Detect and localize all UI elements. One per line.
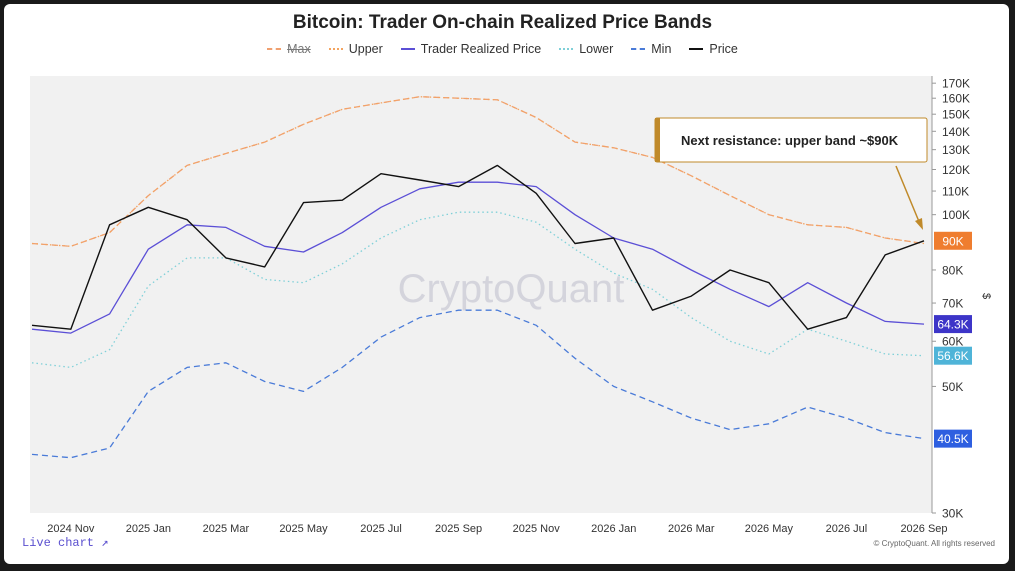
x-tick-label: 2026 Mar bbox=[668, 523, 715, 535]
legend-swatch bbox=[328, 48, 343, 50]
x-tick-label: 2025 Nov bbox=[513, 523, 561, 535]
legend-item[interactable]: Price bbox=[689, 42, 738, 56]
y-tick-label: 100K bbox=[942, 208, 970, 222]
x-tick-label: 2026 Jul bbox=[826, 523, 868, 535]
chart-title: Bitcoin: Trader On-chain Realized Price … bbox=[292, 12, 713, 33]
series-line-min bbox=[31, 309, 925, 459]
annotation-arrowhead bbox=[915, 218, 923, 230]
series-line-trader-realized-price bbox=[31, 181, 925, 334]
chart-legend: Max Upper Trader Realized Price Lower Min Pri… bbox=[0, 42, 1005, 56]
y-tick-label: 60K bbox=[942, 335, 963, 349]
legend-label: Upper bbox=[348, 42, 383, 56]
x-tick-label: 2025 May bbox=[279, 523, 328, 535]
y-tick-label: 80K bbox=[942, 263, 963, 277]
x-tick-label: 2026 Sep bbox=[900, 523, 947, 535]
legend-item[interactable]: Lower bbox=[559, 42, 613, 56]
watermark: CryptoQuant bbox=[398, 267, 625, 311]
annotation-text: Next resistance: upper band ~$90K bbox=[681, 133, 899, 148]
value-badge-label: 56.6K bbox=[937, 349, 968, 363]
y-tick-label: 30K bbox=[942, 507, 963, 521]
legend-item[interactable]: Min bbox=[631, 42, 671, 56]
x-tick-label: 2025 Jan bbox=[126, 523, 171, 535]
legend-label: Min bbox=[651, 42, 672, 56]
value-badge-label: 90K bbox=[942, 234, 963, 248]
legend-swatch bbox=[689, 48, 704, 50]
annotation-accent bbox=[655, 118, 660, 162]
legend-label: Trader Realized Price bbox=[420, 42, 542, 56]
x-tick-label: 2025 Jul bbox=[360, 523, 402, 535]
y-tick-label: 170K bbox=[942, 77, 970, 91]
y-tick-label: 50K bbox=[942, 380, 963, 394]
series-line-lower bbox=[31, 211, 925, 369]
legend-label: Price bbox=[709, 42, 738, 56]
annotation-arrow bbox=[895, 165, 921, 225]
x-tick-label: 2025 Sep bbox=[435, 523, 482, 535]
live-chart-link[interactable]: Live chart ↗ bbox=[22, 536, 109, 550]
series-line-max bbox=[31, 96, 925, 247]
x-tick-label: 2024 Nov bbox=[47, 523, 95, 535]
y-tick-label: 160K bbox=[942, 92, 970, 106]
x-tick-label: 2026 Jan bbox=[591, 523, 636, 535]
value-badge bbox=[934, 429, 972, 448]
value-badge-label: 40.5K bbox=[937, 432, 968, 446]
legend-swatch bbox=[559, 48, 574, 50]
legend-swatch bbox=[267, 48, 282, 50]
y-tick-label: 130K bbox=[942, 143, 970, 157]
series-line-price bbox=[31, 164, 925, 330]
y-tick-label: 150K bbox=[942, 108, 970, 122]
value-badge-label: 64.3K bbox=[937, 318, 968, 332]
value-badge bbox=[934, 315, 972, 334]
legend-swatch bbox=[631, 48, 646, 50]
value-badge bbox=[934, 346, 972, 365]
legend-swatch bbox=[400, 48, 415, 50]
y-tick-label: 120K bbox=[942, 163, 970, 177]
y-tick-label: 70K bbox=[942, 297, 963, 311]
copyright-text: © CryptoQuant. All rights reserved bbox=[873, 539, 996, 548]
y-tick-label: 140K bbox=[942, 125, 970, 139]
legend-item[interactable]: Max bbox=[267, 42, 311, 56]
x-tick-label: 2026 May bbox=[745, 523, 794, 535]
y-axis-label: $ bbox=[980, 293, 992, 299]
legend-label: Max bbox=[287, 42, 311, 56]
legend-item[interactable]: Upper bbox=[328, 42, 383, 56]
legend-label: Lower bbox=[579, 42, 614, 56]
value-badge bbox=[934, 231, 972, 250]
y-tick-label: 110K bbox=[942, 185, 969, 199]
legend-item[interactable]: Trader Realized Price bbox=[400, 42, 542, 56]
x-tick-label: 2025 Mar bbox=[203, 523, 250, 535]
